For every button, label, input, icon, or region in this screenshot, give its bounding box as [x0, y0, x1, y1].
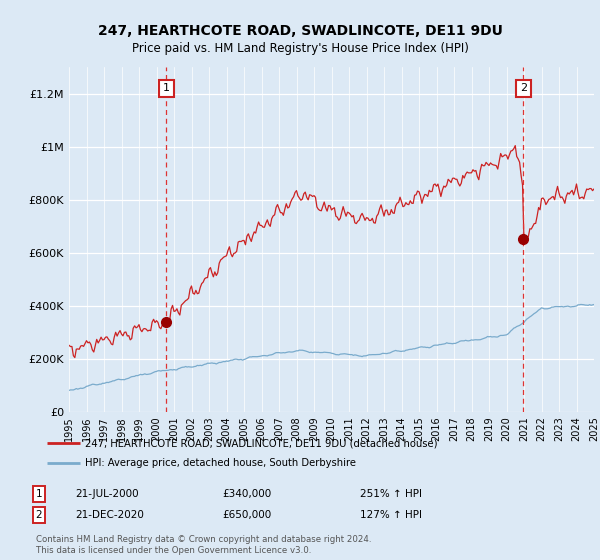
Text: HPI: Average price, detached house, South Derbyshire: HPI: Average price, detached house, Sout…	[85, 458, 356, 468]
Text: £650,000: £650,000	[222, 510, 271, 520]
Text: Contains HM Land Registry data © Crown copyright and database right 2024.
This d: Contains HM Land Registry data © Crown c…	[36, 535, 371, 554]
Text: Price paid vs. HM Land Registry's House Price Index (HPI): Price paid vs. HM Land Registry's House …	[131, 42, 469, 55]
Text: 1: 1	[163, 83, 170, 94]
Text: 251% ↑ HPI: 251% ↑ HPI	[360, 489, 422, 499]
Text: 21-JUL-2000: 21-JUL-2000	[75, 489, 139, 499]
Text: £340,000: £340,000	[222, 489, 271, 499]
Text: 2: 2	[35, 510, 43, 520]
Text: 2: 2	[520, 83, 527, 94]
Text: 247, HEARTHCOTE ROAD, SWADLINCOTE, DE11 9DU: 247, HEARTHCOTE ROAD, SWADLINCOTE, DE11 …	[98, 24, 502, 38]
Text: 21-DEC-2020: 21-DEC-2020	[75, 510, 144, 520]
Text: 1: 1	[35, 489, 43, 499]
Text: 127% ↑ HPI: 127% ↑ HPI	[360, 510, 422, 520]
Text: 247, HEARTHCOTE ROAD, SWADLINCOTE, DE11 9DU (detached house): 247, HEARTHCOTE ROAD, SWADLINCOTE, DE11 …	[85, 438, 437, 449]
